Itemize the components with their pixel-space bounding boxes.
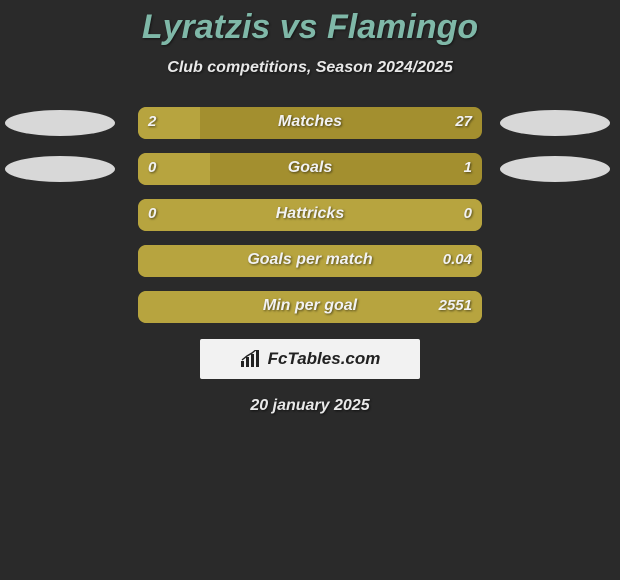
stat-right-value: 0 [464, 205, 472, 222]
player-right-marker [500, 110, 610, 136]
stat-bar: 2Matches27 [138, 107, 482, 139]
stat-right-value: 0.04 [443, 251, 472, 268]
subtitle: Club competitions, Season 2024/2025 [0, 59, 620, 77]
comparison-chart: 2Matches270Goals10Hattricks0Goals per ma… [0, 107, 620, 323]
stat-row: Goals per match0.04 [0, 245, 620, 277]
footer-date: 20 january 2025 [0, 397, 620, 415]
stat-right-value: 1 [464, 159, 472, 176]
stat-label: Goals [138, 159, 482, 177]
player-left-marker [5, 110, 115, 136]
brand-logo-box: FcTables.com [200, 339, 420, 379]
stat-label: Goals per match [138, 251, 482, 269]
stat-bar: 0Goals1 [138, 153, 482, 185]
stat-bar: 0Hattricks0 [138, 199, 482, 231]
stat-label: Matches [138, 113, 482, 131]
stat-label: Min per goal [138, 297, 482, 315]
bar-chart-icon [240, 350, 262, 368]
stat-bar: Goals per match0.04 [138, 245, 482, 277]
stat-row: 0Hattricks0 [0, 199, 620, 231]
stat-bar: Min per goal2551 [138, 291, 482, 323]
brand-text: FcTables.com [268, 349, 381, 369]
stat-row: 2Matches27 [0, 107, 620, 139]
player-right-marker [500, 156, 610, 182]
stat-row: Min per goal2551 [0, 291, 620, 323]
stat-right-value: 2551 [439, 297, 472, 314]
stat-row: 0Goals1 [0, 153, 620, 185]
stat-right-value: 27 [455, 113, 472, 130]
stat-label: Hattricks [138, 205, 482, 223]
player-left-marker [5, 156, 115, 182]
page-title: Lyratzis vs Flamingo [0, 0, 620, 47]
